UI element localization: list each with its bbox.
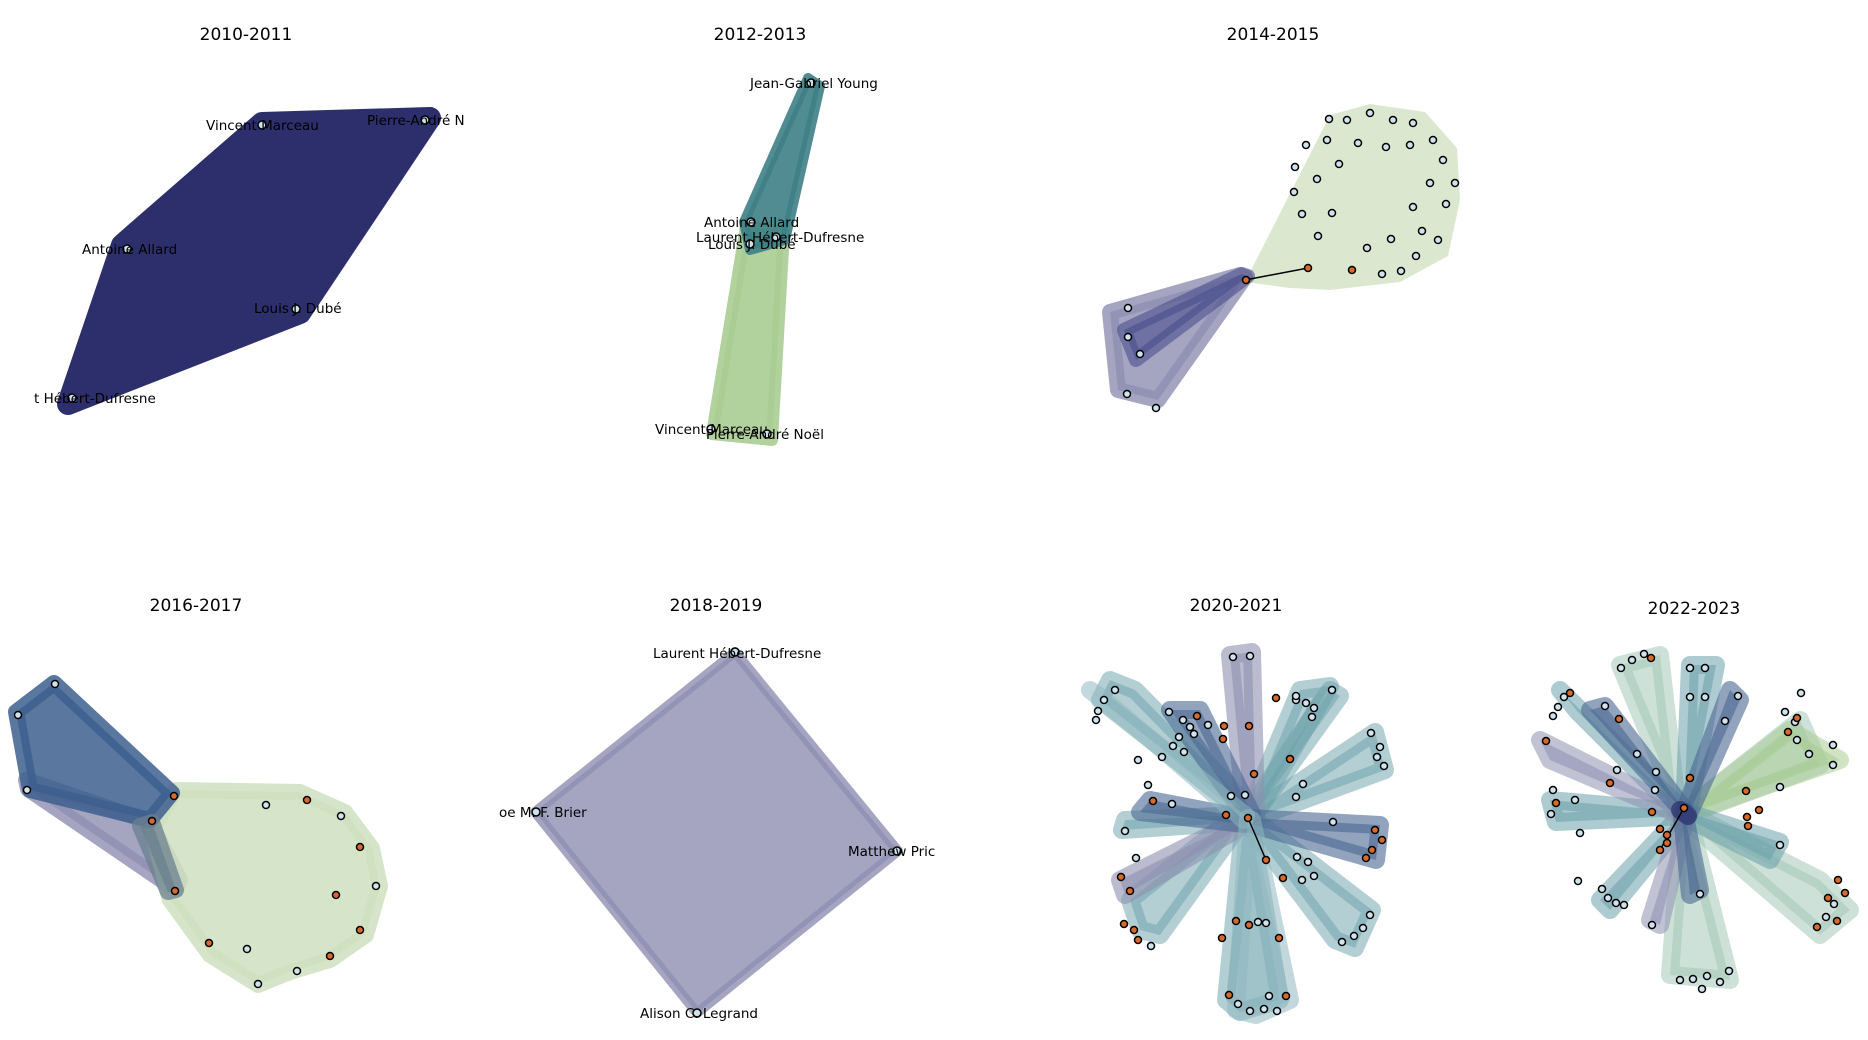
node: oe M. F. Brier	[499, 805, 587, 821]
group-hull	[535, 652, 898, 1013]
node-label: Pierre-André N	[367, 113, 465, 129]
node-label: Jean-Gabriel Young	[749, 76, 878, 92]
petal-hulls	[1540, 655, 1850, 980]
node: t Hébert-Dufresne	[34, 391, 156, 407]
group-hull	[152, 790, 380, 985]
node: Alison C. Legrand	[640, 1006, 758, 1022]
node: Laurent Hébert-Dufresne	[653, 646, 821, 662]
group-hull	[16, 683, 172, 820]
panel-title: 2016-2017	[150, 596, 243, 616]
node-label: Antoine Allard	[82, 242, 177, 258]
node-label: Antoine Allard	[704, 215, 799, 231]
node-label: Pierre-André Noël	[706, 427, 824, 443]
node: Louis J. Dubé	[708, 237, 796, 253]
group-hull	[712, 226, 784, 440]
node-label: Laurent Hébert-Dufresne	[653, 646, 821, 662]
node-label: Matthew Pric	[848, 844, 935, 860]
node-label: Alison C. Legrand	[640, 1006, 758, 1022]
node: Antoine Allard	[704, 215, 799, 231]
petal-hulls	[1090, 652, 1385, 1015]
group-hull	[68, 118, 430, 404]
node: Jean-Gabriel Young	[749, 76, 878, 92]
node: Antoine Allard	[82, 242, 177, 258]
panel-title: 2022-2023	[1648, 599, 1741, 619]
node: Louis J. Dubé	[254, 301, 342, 317]
group-hull	[1245, 104, 1460, 290]
node: Vincent Marceau	[206, 118, 319, 134]
node-label: Vincent Marceau	[206, 118, 319, 134]
panel-2016-2017: 2016-2017	[15, 596, 381, 988]
panel-2012-2013: 2012-2013 Jean-Gabriel Young Antoine All…	[655, 25, 878, 443]
panel-title: 2010-2011	[200, 25, 293, 45]
node-label: oe M. F. Brier	[499, 805, 587, 821]
panel-title: 2012-2013	[714, 25, 807, 45]
node: Pierre-André N	[367, 113, 465, 129]
node: Pierre-André Noël	[706, 427, 824, 443]
panel-2020-2021: 2020-2021	[1090, 596, 1388, 1015]
node-label: t Hébert-Dufresne	[34, 391, 156, 407]
panel-title: 2014-2015	[1227, 25, 1320, 45]
panel-title: 2018-2019	[670, 596, 763, 616]
panel-2018-2019: 2018-2019 Laurent Hébert-Dufresne oe M. …	[499, 596, 935, 1022]
panel-title: 2020-2021	[1190, 596, 1283, 616]
node-label: Louis J. Dubé	[254, 301, 342, 317]
panel-2022-2023: 2022-2023	[1540, 599, 1850, 993]
panel-2014-2015: 2014-2015	[1110, 25, 1460, 412]
node: Matthew Pric	[848, 844, 935, 860]
panel-2010-2011: 2010-2011 Vincent Marceau Pierre-André N…	[34, 25, 465, 407]
node-label: Louis J. Dubé	[708, 237, 796, 253]
